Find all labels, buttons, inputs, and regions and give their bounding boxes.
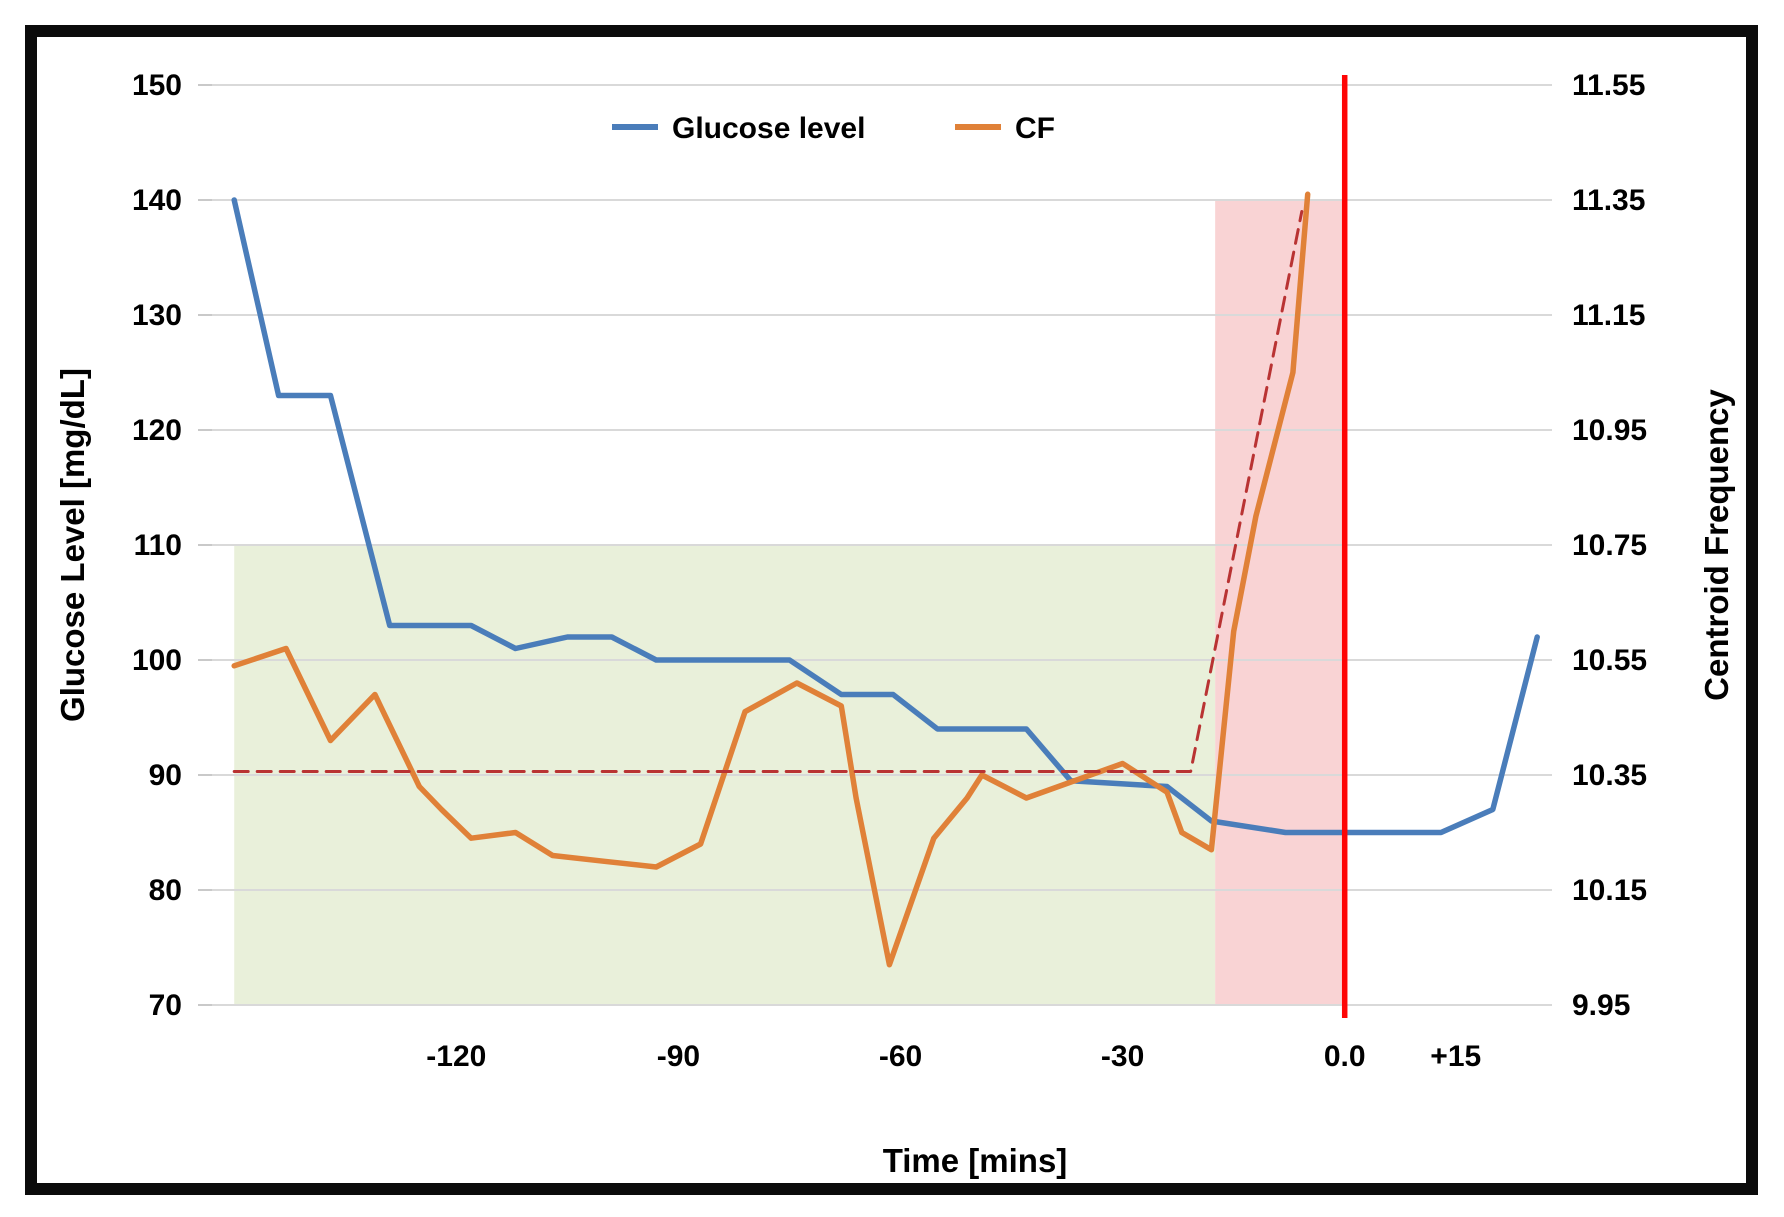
x-axis-tick-label: -90	[657, 1040, 700, 1073]
left-axis-tick-label: 90	[149, 759, 182, 792]
right-axis-tick-label: 11.55	[1572, 69, 1645, 102]
x-axis-tick-label: +15	[1430, 1040, 1481, 1073]
left-axis-tick-label: 150	[132, 69, 182, 102]
x-axis-tick-label: 0.0	[1324, 1040, 1366, 1073]
x-axis-title: Time [mins]	[883, 1142, 1068, 1179]
right-axis-title: Centroid Frequency	[1698, 389, 1735, 701]
right-axis-tick-label: 11.15	[1572, 299, 1645, 332]
right-axis-tick-label: 10.35	[1572, 759, 1647, 792]
series-cf-baseline	[232, 210, 1304, 773]
left-axis-tick-label: 70	[149, 989, 182, 1022]
left-axis-tick-label: 120	[132, 414, 182, 447]
left-axis-tick-label: 100	[132, 644, 182, 677]
x-axis-tick-label: -60	[879, 1040, 922, 1073]
left-axis-tick-label: 130	[132, 299, 182, 332]
left-axis-title: Glucose Level [mg/dL]	[54, 368, 91, 722]
right-axis-tick-label: 10.15	[1572, 874, 1647, 907]
right-axis-tick-label: 10.55	[1572, 644, 1647, 677]
series-cf	[231, 191, 1311, 968]
x-axis-tick-label: -30	[1101, 1040, 1144, 1073]
left-axis-tick-label: 110	[134, 529, 182, 562]
x-axis-tick-label: -120	[426, 1040, 486, 1073]
right-axis-tick-label: 10.75	[1572, 529, 1647, 562]
right-axis-tick-label: 10.95	[1572, 414, 1647, 447]
right-axis-tick-label: 9.95	[1572, 989, 1630, 1022]
legend-label-cf: CF	[1015, 112, 1055, 145]
series-glucose	[231, 197, 1540, 836]
left-axis-tick-label: 140	[132, 184, 182, 217]
left-axis-tick-label: 80	[149, 874, 182, 907]
legend-label-glucose: Glucose level	[672, 112, 865, 145]
right-axis-tick-label: 11.35	[1572, 184, 1645, 217]
figure-border-frame	[25, 25, 1758, 1195]
